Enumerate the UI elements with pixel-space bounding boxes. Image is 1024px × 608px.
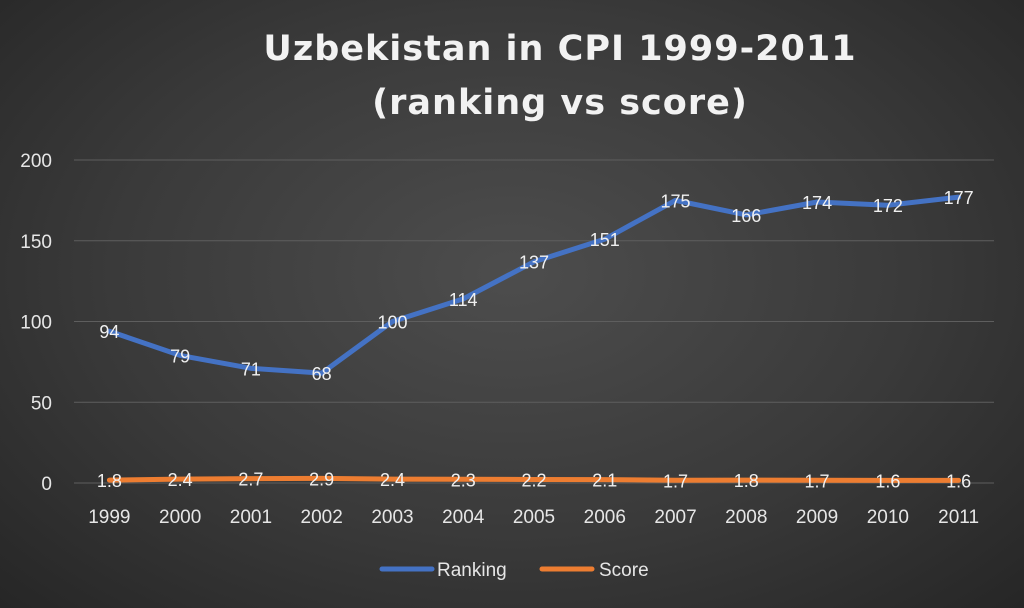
data-label-score: 2.4 bbox=[380, 470, 405, 490]
x-tick-label: 2005 bbox=[513, 507, 555, 528]
data-label-score: 2.7 bbox=[238, 470, 263, 490]
x-tick-label: 2003 bbox=[371, 507, 413, 528]
data-label-ranking: 175 bbox=[661, 191, 691, 211]
chart-title: Uzbekistan in CPI 1999-2011 (ranking vs … bbox=[0, 22, 1024, 130]
data-label-score: 2.4 bbox=[168, 470, 193, 490]
data-label-score: 2.1 bbox=[592, 471, 617, 491]
series-line-score bbox=[106, 475, 962, 483]
x-tick-label: 2011 bbox=[938, 507, 979, 528]
y-tick-label: 200 bbox=[20, 151, 52, 172]
chart-title-line-1: Uzbekistan in CPI 1999-2011 bbox=[263, 29, 857, 69]
x-tick-label: 2008 bbox=[725, 507, 767, 528]
x-tick-label: 2010 bbox=[867, 507, 909, 528]
data-label-score: 1.6 bbox=[875, 471, 900, 491]
data-label-ranking: 177 bbox=[944, 188, 974, 208]
data-label-score: 1.7 bbox=[805, 471, 830, 491]
data-label-ranking: 68 bbox=[312, 364, 332, 384]
data-label-score: 1.7 bbox=[663, 471, 688, 491]
data-label-ranking: 174 bbox=[802, 193, 832, 213]
data-label-ranking: 151 bbox=[590, 230, 620, 250]
data-label-score: 1.8 bbox=[97, 471, 122, 491]
x-tick-label: 2006 bbox=[584, 507, 626, 528]
y-tick-label: 50 bbox=[31, 393, 52, 414]
legend-label-score: Score bbox=[599, 560, 649, 581]
data-label-ranking: 71 bbox=[241, 359, 261, 379]
data-label-score: 2.2 bbox=[521, 470, 546, 490]
legend-label-ranking: Ranking bbox=[437, 560, 507, 581]
x-tick-label: 2007 bbox=[654, 507, 696, 528]
data-label-score: 1.8 bbox=[734, 471, 759, 491]
x-tick-label: 2001 bbox=[230, 507, 272, 528]
data-label-score: 1.6 bbox=[946, 471, 971, 491]
x-tick-label: 2002 bbox=[301, 507, 343, 528]
data-label-ranking: 172 bbox=[873, 196, 903, 216]
data-label-score: 2.9 bbox=[309, 469, 334, 489]
data-label-score: 2.3 bbox=[451, 470, 476, 490]
data-label-ranking: 94 bbox=[99, 322, 119, 342]
y-tick-label: 100 bbox=[20, 313, 52, 334]
data-label-ranking: 79 bbox=[170, 346, 190, 366]
y-tick-label: 0 bbox=[41, 474, 52, 495]
series-line-ranking bbox=[106, 194, 962, 376]
data-label-ranking: 137 bbox=[519, 253, 549, 273]
y-tick-label: 150 bbox=[20, 232, 52, 253]
data-label-ranking: 166 bbox=[731, 206, 761, 226]
x-tick-label: 2004 bbox=[442, 507, 485, 528]
data-label-ranking: 114 bbox=[449, 290, 478, 310]
data-label-ranking: 100 bbox=[377, 313, 407, 333]
chart-subtitle: (ranking vs score) bbox=[372, 83, 748, 123]
x-tick-label: 1999 bbox=[88, 507, 130, 528]
x-tick-label: 2000 bbox=[159, 507, 201, 528]
x-tick-label: 2009 bbox=[796, 507, 838, 528]
